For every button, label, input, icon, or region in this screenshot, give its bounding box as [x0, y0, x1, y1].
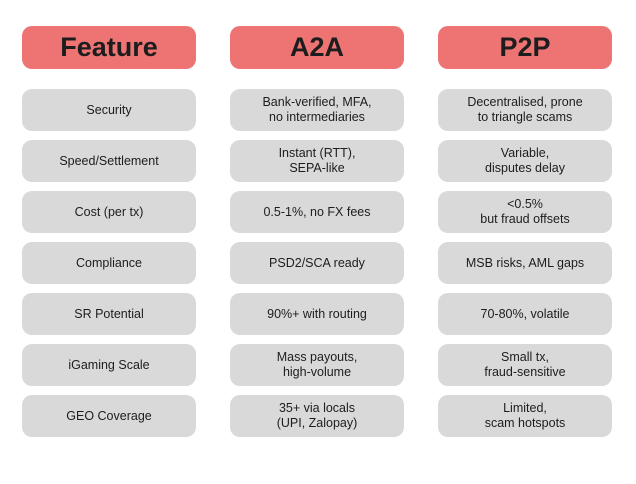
- a2a-cell: PSD2/SCA ready: [230, 242, 404, 284]
- feature-cell: SR Potential: [22, 293, 196, 335]
- feature-cell: iGaming Scale: [22, 344, 196, 386]
- feature-cell: GEO Coverage: [22, 395, 196, 437]
- a2a-column: A2A Bank-verified, MFA, no intermediarie…: [230, 26, 404, 484]
- feature-cell: Security: [22, 89, 196, 131]
- p2p-cell: Variable, disputes delay: [438, 140, 612, 182]
- feature-cell: Compliance: [22, 242, 196, 284]
- p2p-column: P2P Decentralised, prone to triangle sca…: [438, 26, 612, 484]
- a2a-cell: 90%+ with routing: [230, 293, 404, 335]
- a2a-cell: Bank-verified, MFA, no intermediaries: [230, 89, 404, 131]
- a2a-cell: 0.5-1%, no FX fees: [230, 191, 404, 233]
- feature-cell: Speed/Settlement: [22, 140, 196, 182]
- a2a-header: A2A: [230, 26, 404, 69]
- p2p-cell: Decentralised, prone to triangle scams: [438, 89, 612, 131]
- feature-column: Feature Security Speed/Settlement Cost (…: [22, 26, 196, 484]
- a2a-cell: Instant (RTT), SEPA-like: [230, 140, 404, 182]
- a2a-cell: Mass payouts, high-volume: [230, 344, 404, 386]
- p2p-cell: 70-80%, volatile: [438, 293, 612, 335]
- p2p-cell: Limited, scam hotspots: [438, 395, 612, 437]
- a2a-cell: 35+ via locals (UPI, Zalopay): [230, 395, 404, 437]
- feature-header: Feature: [22, 26, 196, 69]
- feature-cell: Cost (per tx): [22, 191, 196, 233]
- p2p-cell: MSB risks, AML gaps: [438, 242, 612, 284]
- p2p-cell: Small tx, fraud-sensitive: [438, 344, 612, 386]
- p2p-header: P2P: [438, 26, 612, 69]
- p2p-cell: <0.5% but fraud offsets: [438, 191, 612, 233]
